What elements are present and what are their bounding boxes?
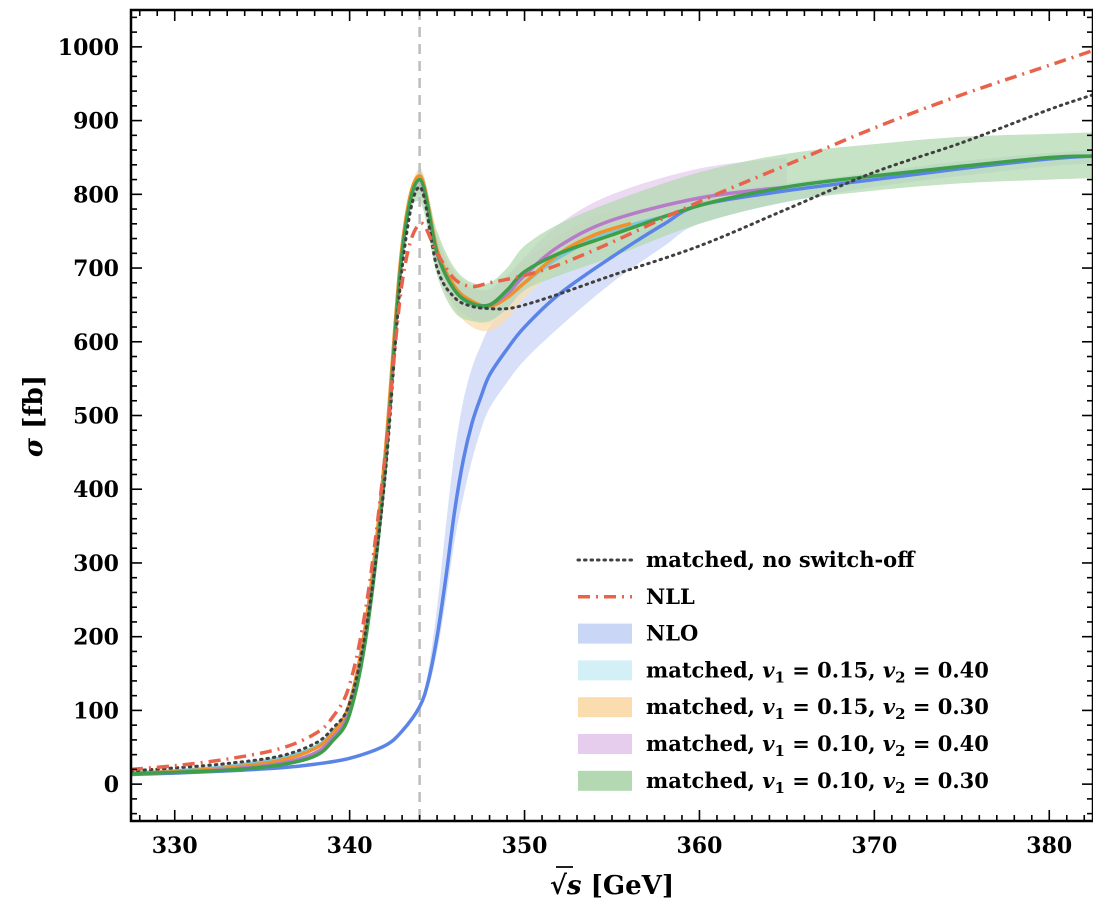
legend-swatch [578,660,632,681]
legend-label: NLL [646,584,695,609]
axis-ticks [131,10,1093,821]
x-tick-label: 330 [152,833,198,859]
line-matched-v1-0-10-v2-0-30 [131,154,1093,776]
legend-entry-matched-v1-0-15-v2-0-40: matched, v1 = 0.15, v2 = 0.40 [578,657,989,686]
y-tick-label: 0 [104,772,119,798]
legend: matched, no switch-off NLL NLO matched, v1 … [576,547,989,797]
y-tick-label: 1000 [58,35,119,61]
legend-label: matched, v1 = 0.10, v2 = 0.40 [646,731,989,760]
x-tick-label: 350 [502,833,548,859]
x-tick-labels: 330 340 350 360 370 380 [152,833,1072,859]
y-tick-label: 200 [73,625,119,651]
legend-label: matched, v1 = 0.15, v2 = 0.40 [646,657,989,686]
legend-entry-matched-v1-0-10-v2-0-40: matched, v1 = 0.10, v2 = 0.40 [578,731,989,760]
x-tick-label: 370 [851,833,897,859]
legend-entry-matched-v1-0-10-v2-0-30: matched, v1 = 0.10, v2 = 0.30 [578,768,989,797]
legend-label: NLO [646,621,698,646]
legend-entry-matched-v1-0-15-v2-0-30: matched, v1 = 0.15, v2 = 0.30 [578,694,989,723]
line-nlo [131,154,1093,777]
line-matched-no-switch-off [131,93,1093,773]
legend-swatch [578,623,632,644]
legend-label: matched, v1 = 0.10, v2 = 0.30 [646,768,989,797]
legend-entry-matched-no-switch-off: matched, no switch-off [576,547,916,572]
x-axis-label: √s [GeV] [550,871,674,901]
y-tick-label: 400 [73,477,119,503]
y-tick-label: 500 [73,404,119,430]
line-nll [131,48,1093,772]
legend-swatch [578,770,632,791]
x-tick-label: 360 [676,833,722,859]
x-tick-label: 340 [327,833,373,859]
y-tick-label: 700 [73,256,119,282]
legend-swatch [578,697,632,718]
y-tick-label: 600 [73,330,119,356]
y-tick-label: 300 [73,551,119,577]
y-tick-labels: 0 100 200 300 400 500 600 700 800 900 1000 [58,35,119,798]
legend-label: matched, v1 = 0.15, v2 = 0.30 [646,694,989,723]
legend-swatch [578,734,632,754]
legend-label: matched, no switch-off [646,547,916,572]
legend-entry-nll: NLL [578,584,695,609]
x-tick-label: 380 [1026,833,1072,859]
legend-entry-nlo: NLO [578,621,698,646]
y-tick-label: 900 [73,109,119,135]
series-lines [131,48,1093,777]
y-axis-label: σ [fb] [19,375,49,457]
band-matched-v1-0-15-v2-0-30 [131,168,630,774]
y-tick-label: 100 [73,698,119,724]
y-tick-label: 800 [73,182,119,208]
